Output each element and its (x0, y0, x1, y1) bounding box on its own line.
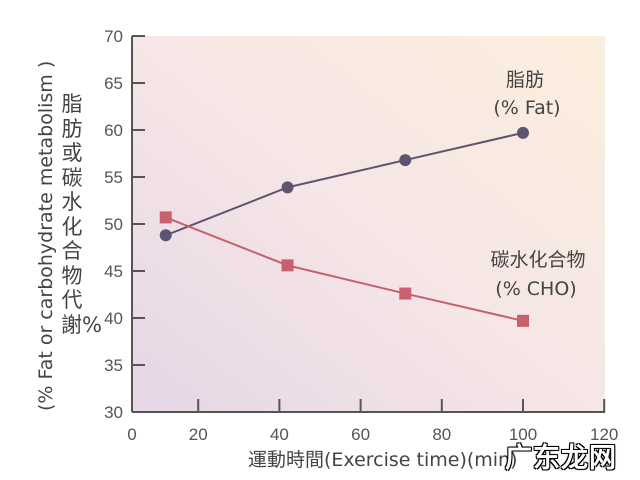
data-point-fat (159, 229, 172, 242)
y-axis-label-en: (% Fat or carbohydrate metabolism ) (35, 61, 57, 411)
series (159, 126, 529, 327)
x-tick-label: 100 (509, 425, 537, 444)
y-tick-label: 40 (104, 309, 123, 328)
y-tick-label: 50 (104, 215, 123, 234)
y-tick-label: 70 (104, 27, 123, 46)
x-tick-label: 20 (189, 425, 208, 444)
data-point-cho (281, 259, 294, 272)
series-line-0 (165, 131, 524, 237)
x-tick-label: 40 (270, 425, 289, 444)
y-tick-label: 65 (104, 74, 123, 93)
y-tick-label: 60 (104, 121, 123, 140)
data-point-fat (517, 126, 529, 139)
x-tick-label: 80 (432, 425, 451, 444)
axes: 30 35 40 45 50 55 60 65 70 0 20 40 60 80 100 120 (104, 27, 618, 444)
data-point-fat (281, 181, 294, 194)
series-line-1 (165, 216, 524, 322)
data-point-fat (399, 154, 412, 167)
y-tick-label: 55 (104, 168, 123, 187)
y-tick-label: 30 (104, 403, 123, 422)
legend-cho-cn: 碳水化合物 (490, 249, 585, 271)
watermark: 广东龙网 (505, 443, 617, 474)
plot-background (132, 36, 605, 412)
legend-cho-en: (% CHO) (495, 278, 576, 300)
y-tick-label: 35 (104, 356, 123, 375)
legend-fat-cn: 脂肪 (506, 69, 544, 91)
x-axis-label: 運動時間(Exercise time)(min) (248, 449, 518, 471)
x-tick-label: 120 (590, 425, 618, 444)
data-point-cho (517, 314, 529, 327)
data-point-cho (159, 211, 172, 224)
data-point-cho (399, 287, 412, 300)
y-axis-label-cn: 脂肪或碳水化合物代謝% (61, 92, 102, 337)
y-tick-label: 45 (104, 262, 123, 281)
x-tick-label: 60 (351, 425, 370, 444)
legend-fat-en: (% Fat) (493, 97, 560, 119)
x-tick-label: 0 (127, 425, 136, 444)
